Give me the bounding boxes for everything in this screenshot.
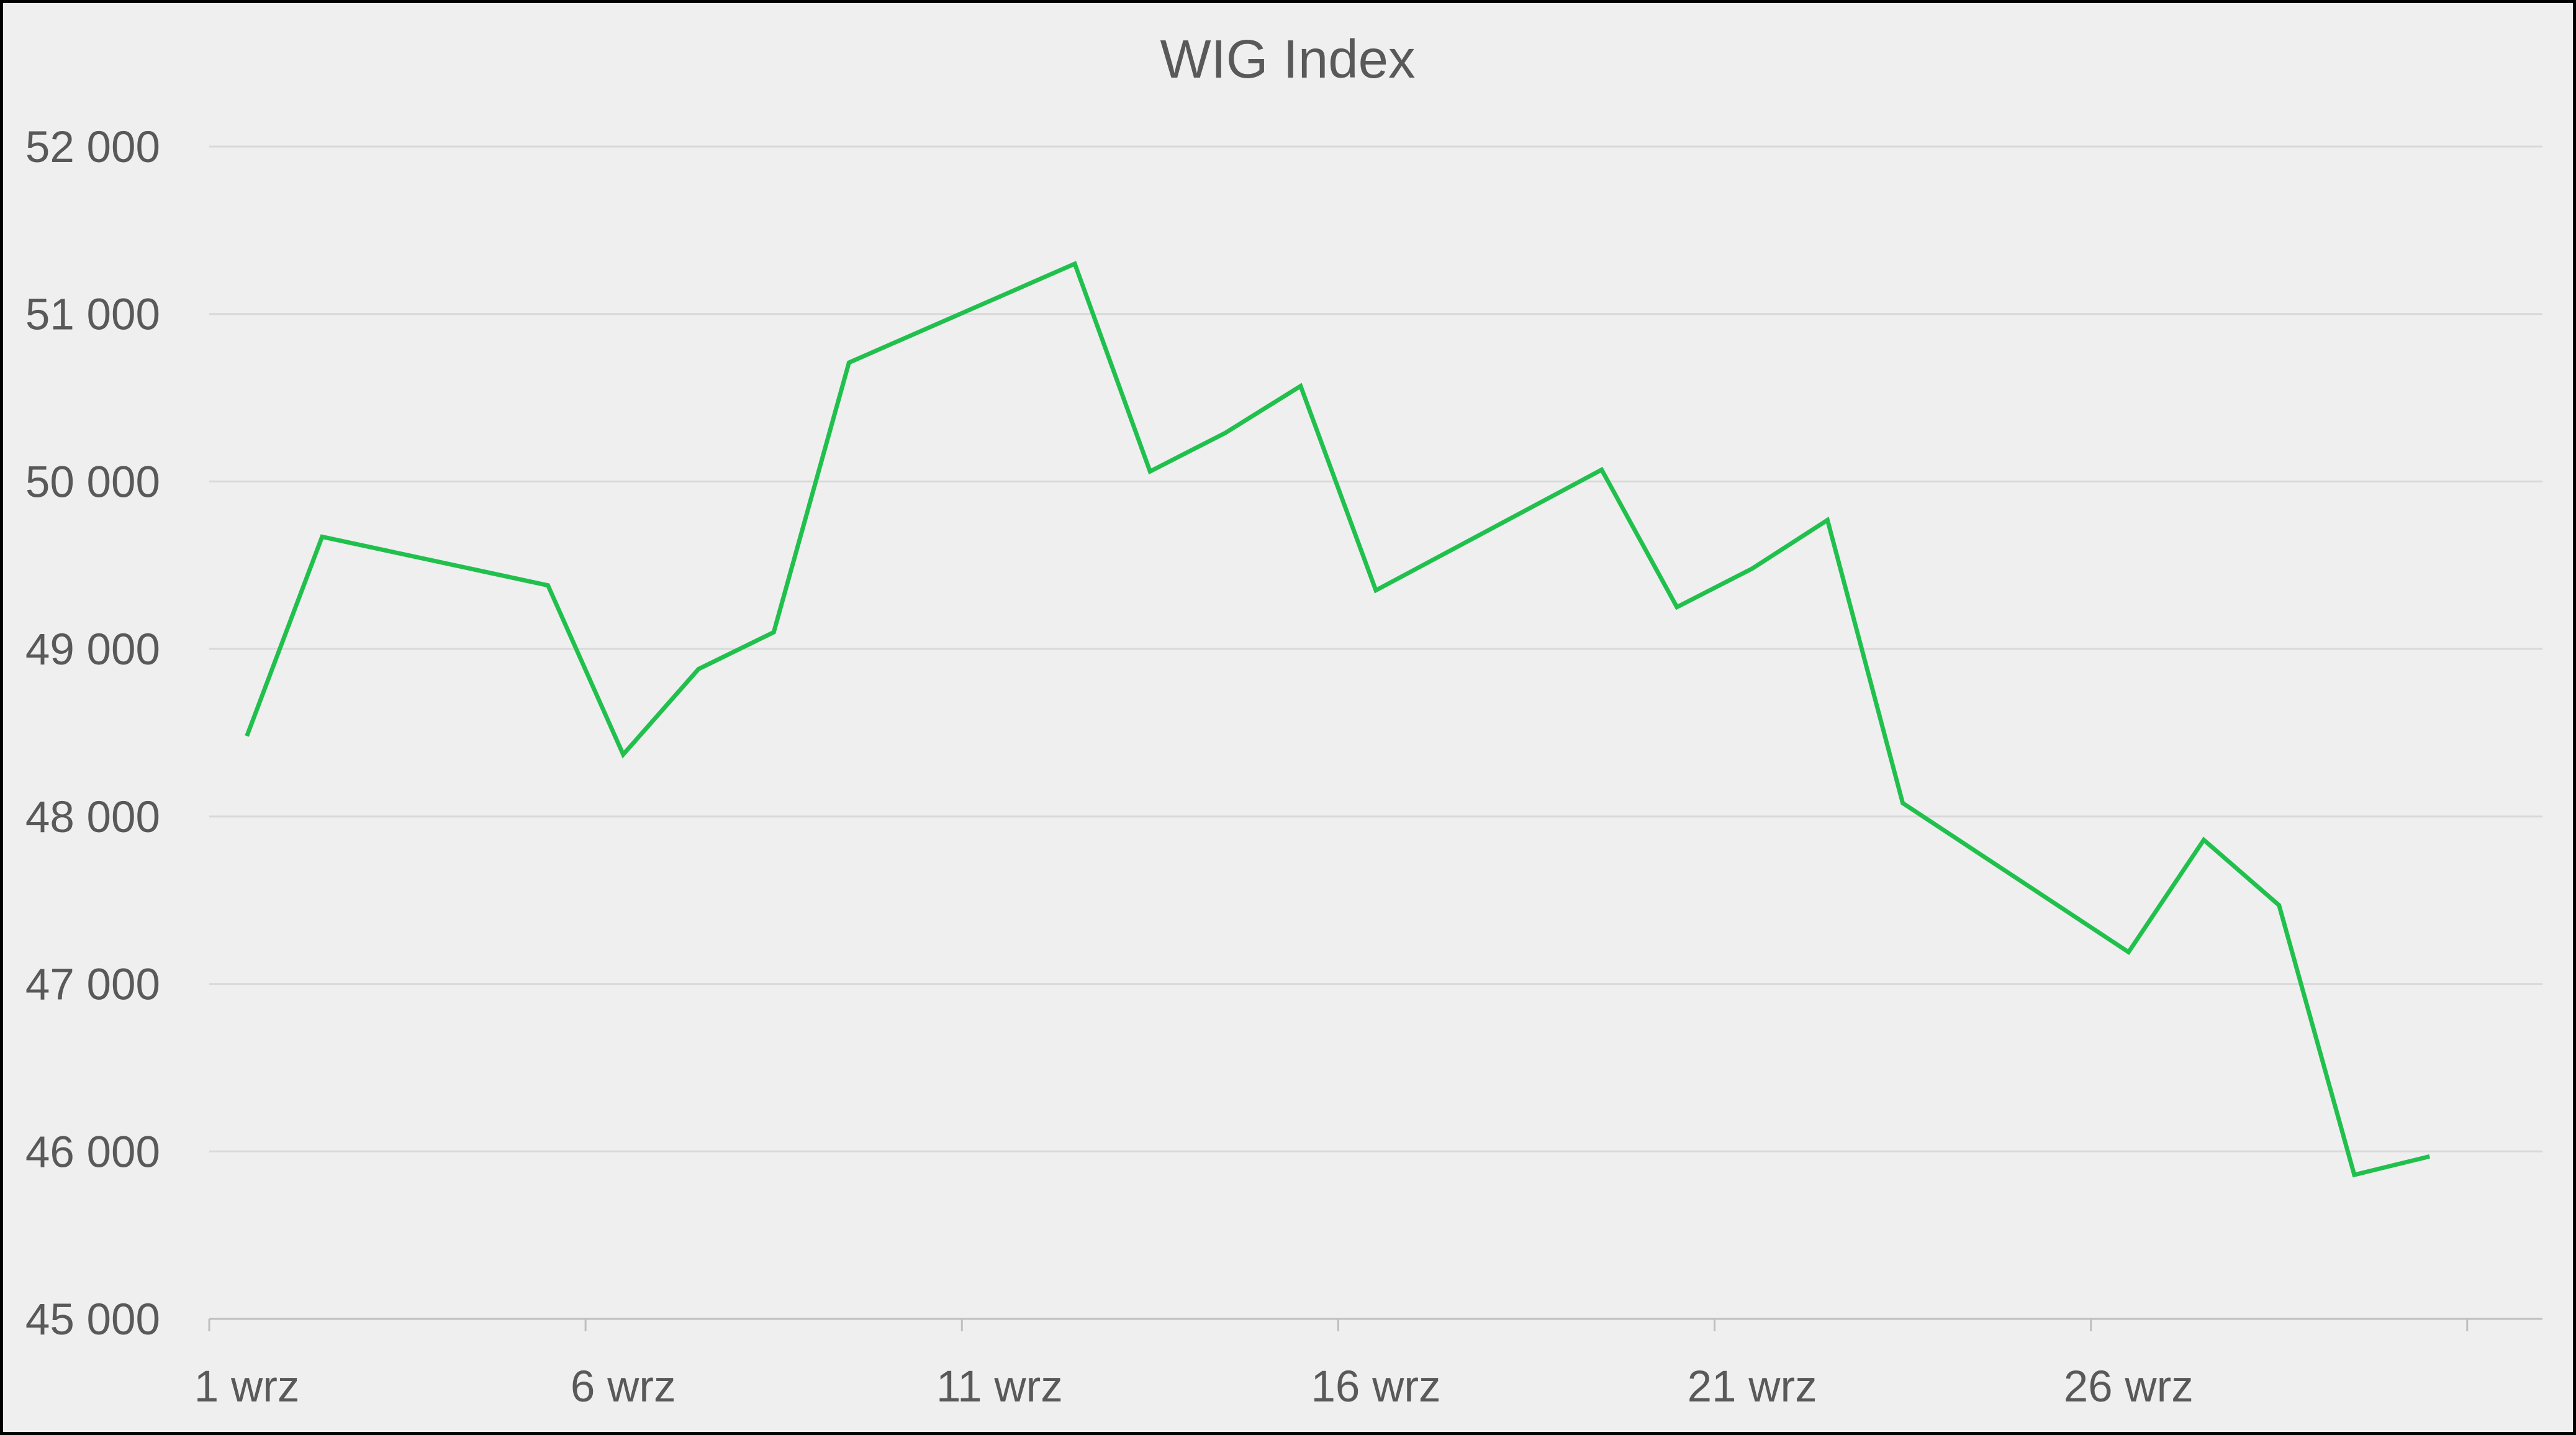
- y-tick-label: 45 000: [25, 1295, 160, 1344]
- y-tick-label: 48 000: [25, 793, 160, 842]
- y-tick-label: 51 000: [25, 291, 160, 340]
- chart-title: WIG Index: [1160, 29, 1416, 89]
- y-tick-label: 46 000: [25, 1128, 160, 1177]
- y-tick-label: 47 000: [25, 961, 160, 1010]
- gridlines: [209, 145, 2542, 1152]
- series-layer: [245, 261, 2431, 1178]
- x-axis-ticks: 1 wrz 6 wrz 11 wrz 16 wrz 21 wrz 26 wrz: [194, 1362, 2194, 1411]
- y-tick-label: 49 000: [25, 625, 160, 674]
- x-tick-label: 6 wrz: [571, 1362, 676, 1411]
- series-line: [245, 261, 2431, 1178]
- y-tick-label: 50 000: [25, 458, 160, 507]
- x-tick-label: 26 wrz: [2064, 1362, 2194, 1411]
- x-axis: [208, 1318, 2542, 1331]
- x-tick-label: 1 wrz: [194, 1362, 300, 1411]
- y-tick-label: 52 000: [25, 123, 160, 172]
- y-axis-ticks: 45 000 46 000 47 000 48 000 49 000 50 000 51 0…: [25, 123, 160, 1344]
- x-tick-label: 21 wrz: [1688, 1362, 1817, 1411]
- x-tick-label: 16 wrz: [1311, 1362, 1440, 1411]
- x-tick-label: 11 wrz: [936, 1362, 1063, 1411]
